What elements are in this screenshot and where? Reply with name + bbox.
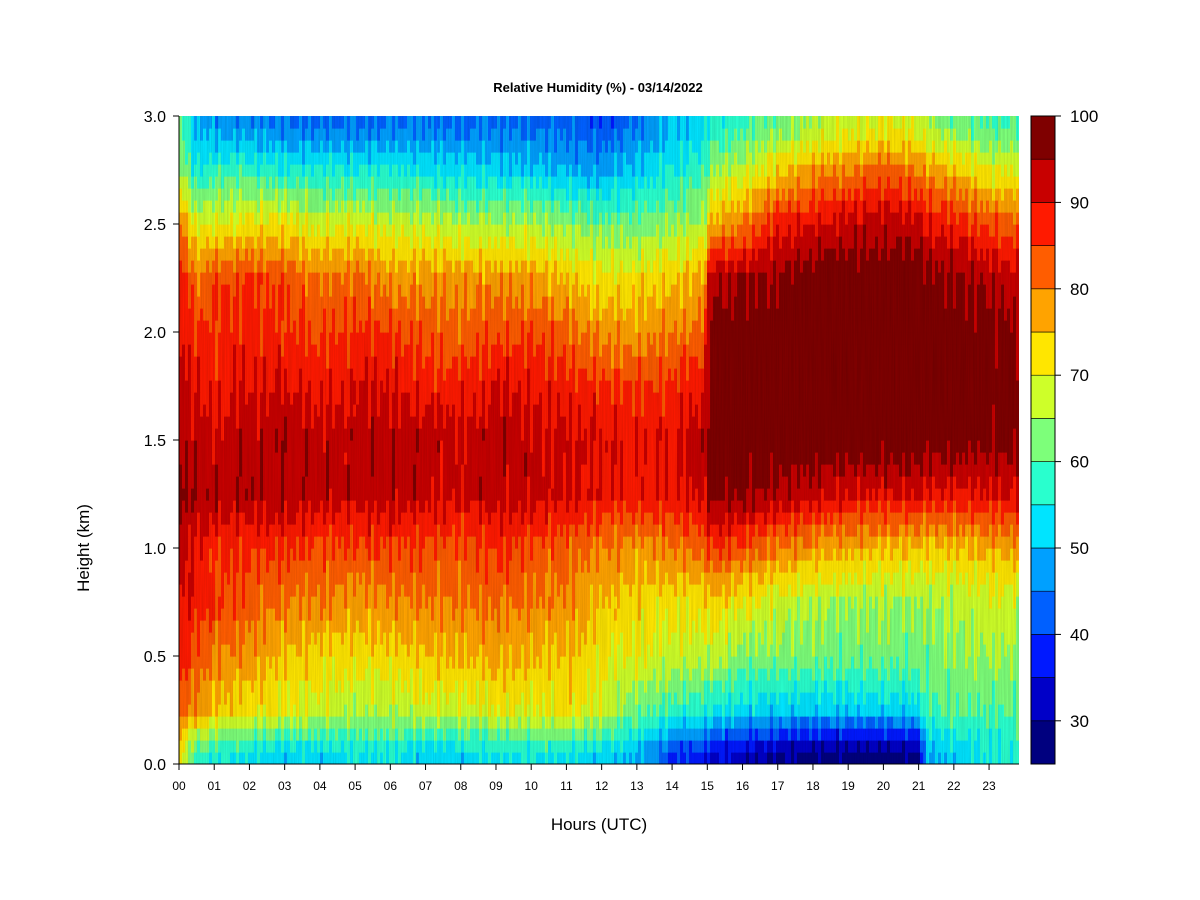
chart-title: Relative Humidity (%) - 03/14/2022 <box>493 80 703 95</box>
heatmap-plot-area <box>179 116 1019 764</box>
